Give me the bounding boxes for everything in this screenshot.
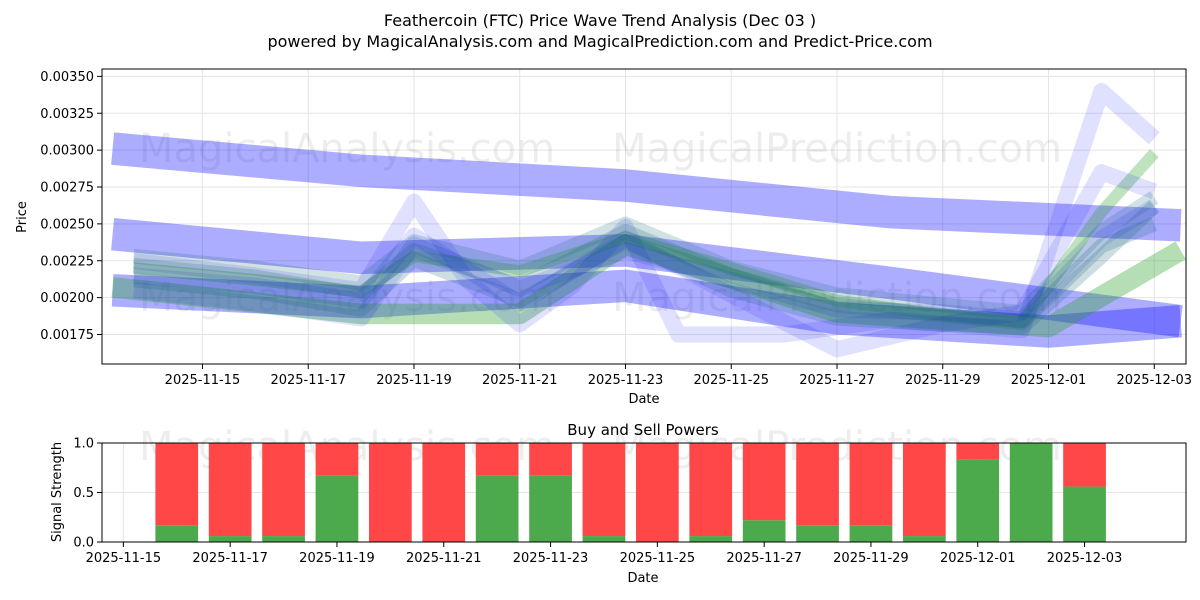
price-y-tick-label: 0.00200 (40, 291, 94, 306)
signal-y-ticks: 0.0 0.5 1.0 (73, 437, 102, 551)
signal-x-tick-label: 2025-11-23 (513, 551, 589, 566)
sell-bar (635, 443, 679, 542)
price-y-tick-label: 0.00350 (40, 70, 94, 85)
chart-subtitle: powered by MagicalAnalysis.com and Magic… (267, 32, 932, 51)
signal-x-tick-label: 2025-12-01 (940, 551, 1016, 566)
sell-bar (849, 443, 893, 526)
price-y-tick-label: 0.00250 (40, 217, 94, 232)
price-series-green-band (111, 234, 1186, 338)
price-axes-frame (101, 68, 1187, 365)
sell-bar (208, 443, 252, 537)
buy-bar (689, 536, 733, 542)
buy-bar (582, 536, 626, 542)
sell-bar (262, 443, 305, 537)
sell-bar (796, 443, 839, 526)
price-x-ticks: 2025-11-15 2025-11-17 2025-11-19 2025-11-21… (165, 364, 1192, 388)
price-x-tick-label: 2025-12-03 (1116, 373, 1192, 388)
buy-bar (742, 520, 786, 542)
sell-bar (1063, 443, 1106, 487)
sell-bar (902, 443, 946, 537)
sell-bar (689, 443, 733, 537)
sell-bar (956, 443, 1000, 460)
price-y-label: Price (15, 201, 30, 233)
signal-title: Buy and Sell Powers (567, 421, 719, 439)
sell-bar (475, 443, 519, 476)
price-series-green-wave (133, 149, 1159, 329)
buy-bar (796, 525, 839, 542)
sell-bar (315, 443, 359, 476)
price-x-label: Date (628, 392, 659, 407)
sell-bar (582, 443, 626, 537)
watermark-right-mid: MagicalPrediction.com (612, 275, 1062, 321)
signal-x-tick-label: 2025-11-19 (299, 551, 375, 566)
signal-y-tick-label: 1.0 (73, 437, 94, 452)
signal-x-tick-label: 2025-11-25 (620, 551, 696, 566)
price-x-tick-label: 2025-11-25 (693, 373, 769, 388)
buy-bar (849, 525, 893, 542)
price-x-tick-label: 2025-11-15 (165, 373, 241, 388)
signal-panel: Buy and Sell Powers MagicalAnalysis.com … (50, 421, 1187, 586)
price-series-upper-channel (111, 132, 1182, 242)
signal-x-ticks: 2025-11-15 2025-11-17 2025-11-19 2025-11-21… (86, 542, 1123, 566)
chart-title: Feathercoin (FTC) Price Wave Trend Analy… (384, 11, 816, 30)
sell-bar (368, 443, 412, 542)
signal-x-tick-label: 2025-11-29 (833, 551, 909, 566)
buy-bar (315, 475, 359, 542)
signal-y-label: Signal Strength (50, 442, 65, 542)
watermark-left-mid: MagicalAnalysis.com (139, 275, 555, 321)
signal-x-label: Date (627, 571, 658, 586)
buy-bar (956, 459, 1000, 542)
price-series-lower-channel (111, 269, 1182, 348)
price-y-tick-label: 0.00225 (40, 254, 94, 269)
price-x-tick-label: 2025-11-23 (588, 373, 664, 388)
price-series-teal-wave-2 (132, 200, 1160, 335)
sell-bar (422, 443, 466, 542)
price-series-blue-wave-1 (132, 83, 1160, 343)
price-y-tick-label: 0.00175 (40, 328, 94, 343)
price-series-teal-wave-3 (132, 191, 1159, 320)
price-series-blue-wave-3 (132, 199, 1159, 328)
price-y-tick-label: 0.00325 (40, 107, 94, 122)
price-x-tick-label: 2025-11-21 (482, 373, 558, 388)
price-y-ticks: 0.00175 0.00200 0.00225 0.00250 0.00275 0.003… (40, 70, 102, 343)
price-series-teal-wave-1 (132, 217, 1158, 331)
price-series-blue-wave-2 (133, 164, 1158, 358)
signal-bars (155, 443, 1106, 542)
price-x-tick-label: 2025-11-27 (799, 373, 875, 388)
watermark-left-top: MagicalAnalysis.com (139, 126, 555, 172)
price-x-tick-label: 2025-11-19 (376, 373, 452, 388)
price-x-tick-label: 2025-11-17 (270, 373, 346, 388)
watermark-right-top: MagicalPrediction.com (612, 126, 1062, 172)
buy-bar (529, 475, 572, 542)
buy-bar (208, 536, 252, 542)
price-y-tick-label: 0.00300 (40, 144, 94, 159)
signal-x-tick-label: 2025-11-21 (406, 551, 482, 566)
buy-bar (1009, 443, 1053, 542)
price-y-tick-label: 0.00275 (40, 181, 94, 196)
signal-x-tick-label: 2025-12-03 (1047, 551, 1123, 566)
price-wave-panel: MagicalAnalysis.com MagicalPrediction.co… (15, 68, 1192, 407)
signal-x-tick-label: 2025-11-27 (726, 551, 802, 566)
buy-bar (262, 536, 305, 542)
sell-bar (529, 443, 572, 476)
signal-x-tick-label: 2025-11-15 (86, 551, 162, 566)
price-x-tick-label: 2025-11-29 (905, 373, 981, 388)
signal-y-tick-label: 0.0 (73, 536, 94, 551)
signal-y-tick-label: 0.5 (73, 486, 94, 501)
signal-x-tick-label: 2025-11-17 (192, 551, 268, 566)
price-series-middle-channel (111, 218, 1183, 338)
buy-bar (475, 475, 519, 542)
buy-bar (902, 536, 946, 542)
buy-bar (1063, 486, 1106, 542)
price-grid (102, 69, 1186, 364)
price-series-group (111, 83, 1186, 358)
sell-bar (742, 443, 786, 521)
price-x-tick-label: 2025-12-01 (1011, 373, 1087, 388)
sell-bar (155, 443, 199, 526)
buy-bar (155, 525, 199, 542)
